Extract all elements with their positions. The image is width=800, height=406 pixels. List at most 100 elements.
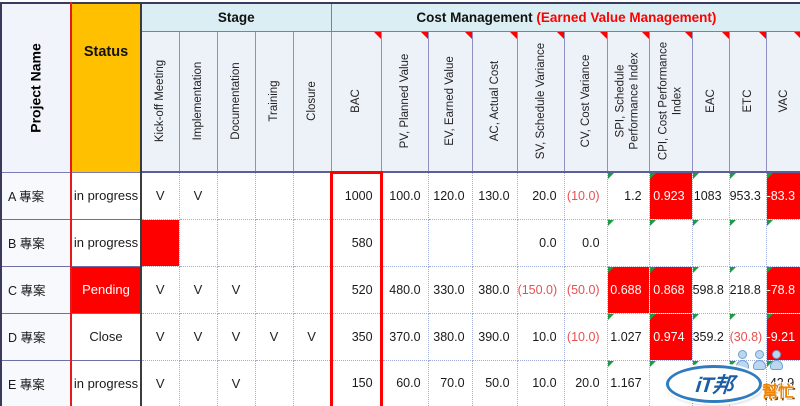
cell-spi[interactable]: 1.2 xyxy=(606,171,650,220)
header-bac[interactable]: BAC xyxy=(330,30,382,173)
cell-bac[interactable]: 150 xyxy=(329,359,383,406)
header-closure[interactable]: Closure xyxy=(292,30,332,173)
cell-status-pending[interactable]: Pending xyxy=(70,265,142,314)
cell-etc[interactable]: 57.1 xyxy=(728,359,767,406)
cell-cv[interactable]: 0.0 xyxy=(563,218,608,267)
header-kickoff-meeting[interactable]: Kick-off Meeting xyxy=(140,30,180,173)
cell-training[interactable] xyxy=(254,359,294,406)
cell-kickoff[interactable]: V xyxy=(140,359,180,406)
cell-training[interactable] xyxy=(254,265,294,314)
cell-pv[interactable]: 60.0 xyxy=(380,359,429,406)
cell-implementation[interactable]: V xyxy=(178,265,218,314)
cell-vac[interactable]: -9.21 xyxy=(765,312,800,361)
cell-etc[interactable]: 218.8 xyxy=(728,265,767,314)
header-group-cost-management[interactable]: Cost Management (Earned Value Management… xyxy=(330,2,800,32)
cell-project-name[interactable]: B 專案 xyxy=(0,218,72,267)
cell-training[interactable] xyxy=(254,171,294,220)
cell-cpi[interactable]: 0.923 xyxy=(648,171,693,220)
cell-ev[interactable]: 70.0 xyxy=(427,359,473,406)
cell-vac[interactable]: -78.8 xyxy=(765,265,800,314)
cell-ev[interactable]: 330.0 xyxy=(427,265,473,314)
header-group-stage[interactable]: Stage xyxy=(140,2,332,32)
cell-eac[interactable]: 359.2 xyxy=(691,312,730,361)
cell-bac[interactable]: 580 xyxy=(329,218,383,267)
header-eac[interactable]: EAC xyxy=(691,30,730,173)
cell-sv[interactable]: 0.0 xyxy=(516,218,565,267)
cell-documentation[interactable]: V xyxy=(216,359,256,406)
header-etc[interactable]: ETC xyxy=(728,30,767,173)
header-ac[interactable]: AC, Actual Cost xyxy=(471,30,518,173)
cell-closure[interactable] xyxy=(292,171,332,220)
cell-etc[interactable]: 953.3 xyxy=(728,171,767,220)
cell-etc[interactable] xyxy=(728,218,767,267)
cell-vac[interactable]: 42.9 xyxy=(765,359,800,406)
header-project-name[interactable]: Project Name xyxy=(0,2,72,173)
cell-cv[interactable]: (10.0) xyxy=(563,312,608,361)
cell-implementation[interactable] xyxy=(178,218,218,267)
cell-ev[interactable]: 120.0 xyxy=(427,171,473,220)
cell-ev[interactable] xyxy=(427,218,473,267)
cell-implementation[interactable] xyxy=(178,359,218,406)
cell-vac[interactable] xyxy=(765,218,800,267)
cell-cpi[interactable] xyxy=(648,218,693,267)
cell-project-name[interactable]: C 專案 xyxy=(0,265,72,314)
cell-training[interactable]: V xyxy=(254,312,294,361)
cell-ac[interactable]: 380.0 xyxy=(471,265,518,314)
header-status[interactable]: Status xyxy=(70,3,142,173)
cell-ac[interactable]: 50.0 xyxy=(471,359,518,406)
header-sv[interactable]: SV, Schedule Variance xyxy=(516,30,565,173)
cell-implementation[interactable]: V xyxy=(178,312,218,361)
header-cpi[interactable]: CPI, Cost Performance Index xyxy=(648,30,693,173)
cell-status[interactable]: Close xyxy=(70,312,142,361)
cell-spi[interactable]: 0.688 xyxy=(606,265,650,314)
cell-cv[interactable]: (50.0) xyxy=(563,265,608,314)
cell-cpi[interactable]: 0.974 xyxy=(648,312,693,361)
cell-cpi[interactable]: 0.868 xyxy=(648,265,693,314)
cell-ac[interactable] xyxy=(471,218,518,267)
cell-eac[interactable]: 107.1 xyxy=(691,359,730,406)
cell-closure[interactable]: V xyxy=(292,312,332,361)
cell-closure[interactable] xyxy=(292,359,332,406)
cell-project-name[interactable]: D 專案 xyxy=(0,312,72,361)
cell-pv[interactable]: 480.0 xyxy=(380,265,429,314)
cell-vac[interactable]: -83.3 xyxy=(765,171,800,220)
cell-ev[interactable]: 380.0 xyxy=(427,312,473,361)
header-ev[interactable]: EV, Earned Value xyxy=(427,30,473,173)
cell-spi[interactable]: 1.027 xyxy=(606,312,650,361)
cell-bac[interactable]: 350 xyxy=(329,312,383,361)
cell-documentation[interactable] xyxy=(216,218,256,267)
cell-closure[interactable] xyxy=(292,218,332,267)
cell-kickoff-alert[interactable] xyxy=(140,218,180,267)
cell-documentation[interactable] xyxy=(216,171,256,220)
cell-status[interactable]: in progress xyxy=(70,218,142,267)
header-cv[interactable]: CV, Cost Variance xyxy=(563,30,608,173)
header-vac[interactable]: VAC xyxy=(765,30,800,173)
cell-spi[interactable] xyxy=(606,218,650,267)
header-implementation[interactable]: Implementation xyxy=(178,30,218,173)
cell-kickoff[interactable]: V xyxy=(140,265,180,314)
cell-training[interactable] xyxy=(254,218,294,267)
cell-ac[interactable]: 390.0 xyxy=(471,312,518,361)
cell-status[interactable]: in progress xyxy=(70,171,142,220)
cell-cv[interactable]: 20.0 xyxy=(563,359,608,406)
header-spi[interactable]: SPI, Schedule Performance Index xyxy=(606,30,650,173)
cell-bac[interactable]: 520 xyxy=(329,265,383,314)
cell-sv[interactable]: 20.0 xyxy=(516,171,565,220)
cell-pv[interactable]: 100.0 xyxy=(380,171,429,220)
cell-project-name[interactable]: E 專案 xyxy=(0,359,72,406)
cell-eac[interactable]: 1083 xyxy=(691,171,730,220)
cell-status[interactable]: in progress xyxy=(70,359,142,406)
cell-sv[interactable]: 10.0 xyxy=(516,312,565,361)
cell-ac[interactable]: 130.0 xyxy=(471,171,518,220)
cell-eac[interactable]: 598.8 xyxy=(691,265,730,314)
header-training[interactable]: Training xyxy=(254,30,294,173)
cell-project-name[interactable]: A 專案 xyxy=(0,171,72,220)
header-documentation[interactable]: Documentation xyxy=(216,30,256,173)
cell-sv[interactable]: 10.0 xyxy=(516,359,565,406)
header-pv[interactable]: PV, Planned Value xyxy=(380,30,429,173)
cell-pv[interactable]: 370.0 xyxy=(380,312,429,361)
cell-kickoff[interactable]: V xyxy=(140,312,180,361)
cell-kickoff[interactable]: V xyxy=(140,171,180,220)
cell-spi[interactable]: 1.167 xyxy=(606,359,650,406)
cell-bac[interactable]: 1000 xyxy=(329,170,383,220)
